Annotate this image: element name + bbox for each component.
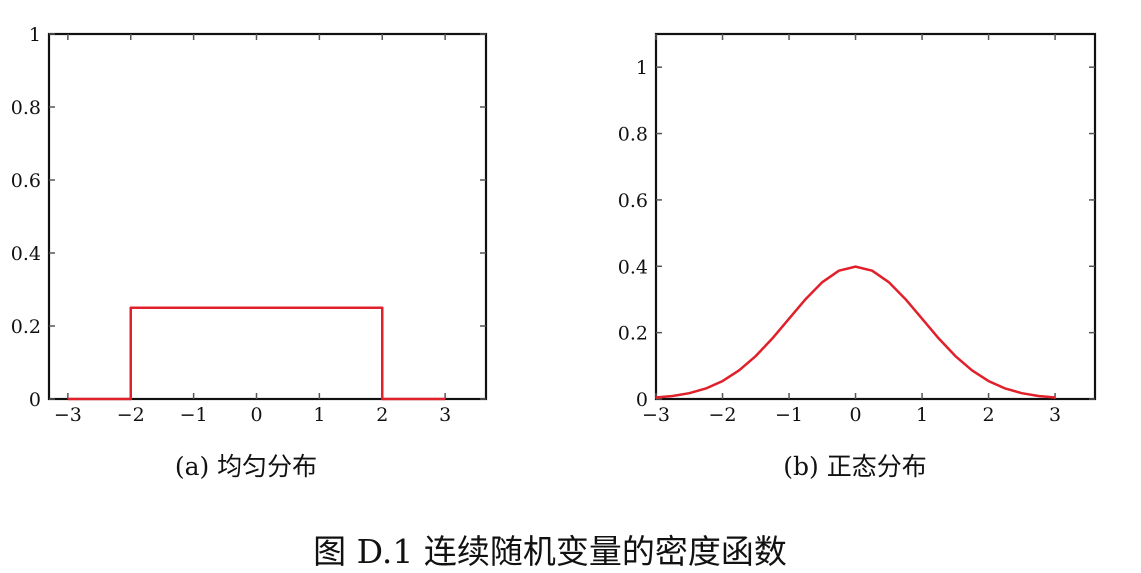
x-tick-label: 2 xyxy=(376,404,388,426)
y-tick-label: 0.2 xyxy=(618,323,648,345)
x-tick-label: −3 xyxy=(54,404,82,426)
x-tick-label: 2 xyxy=(983,404,995,426)
y-tick-label: 0 xyxy=(636,389,648,411)
plot-frame xyxy=(47,32,488,401)
figure-caption: 图 D.1 连续随机变量的密度函数 xyxy=(313,532,787,571)
density-curve xyxy=(655,265,1056,399)
y-tick-label: 0.6 xyxy=(618,190,648,212)
y-tick-label: 0.8 xyxy=(618,124,648,146)
y-tick-label: 0.6 xyxy=(11,170,41,192)
density-curve xyxy=(67,306,446,401)
y-tick-label: 1 xyxy=(29,24,41,46)
x-tick-label: 1 xyxy=(916,404,928,426)
subfigure-caption-b: (b) 正态分布 xyxy=(783,452,926,481)
y-tick-label: 0.4 xyxy=(618,256,648,278)
x-tick-label: 3 xyxy=(439,404,451,426)
x-tick-label: 0 xyxy=(849,404,861,426)
y-tick-label: 0.4 xyxy=(11,243,41,265)
uniform-distribution-panel: −3 −2 −1 0 1 2 3 0 0.2 0.4 0.6 0.8 1 xyxy=(11,24,488,426)
y-tick-label: 0 xyxy=(29,389,41,411)
subfigure-caption-a: (a) 均匀分布 xyxy=(175,452,317,481)
x-tick-label: −3 xyxy=(642,404,670,426)
y-tick-label: 0.2 xyxy=(11,316,41,338)
x-tick-label: −1 xyxy=(775,404,803,426)
x-tick-label: 3 xyxy=(1049,404,1061,426)
x-tick-label: −2 xyxy=(117,404,145,426)
normal-distribution-panel: −3 −2 −1 0 1 2 3 0 0.2 0.4 0.6 0.8 1 xyxy=(618,32,1097,426)
x-tick-label: −1 xyxy=(180,404,208,426)
x-tick-label: −2 xyxy=(709,404,737,426)
x-tick-label: 1 xyxy=(313,404,325,426)
x-tick-label: 0 xyxy=(250,404,262,426)
y-tick-label: 1 xyxy=(636,57,648,79)
y-tick-label: 0.8 xyxy=(11,97,41,119)
plot-frame xyxy=(654,32,1097,401)
